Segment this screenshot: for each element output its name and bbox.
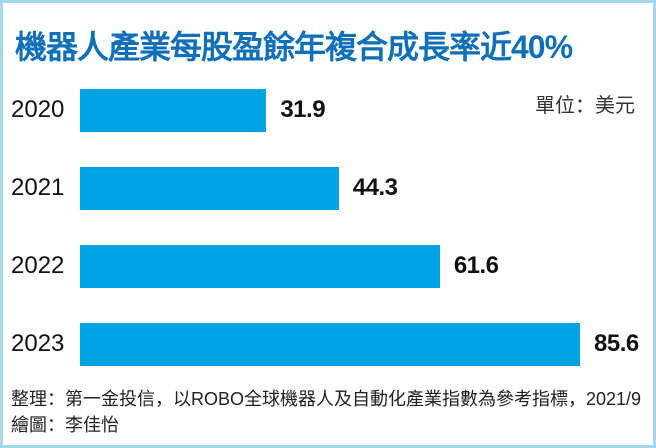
value-label: 61.6 [453,252,499,279]
unit-label: 單位：美元 [535,95,635,117]
bar [80,323,580,366]
category-label: 2020 [11,96,65,123]
bar [80,245,440,288]
source-note: 整理：第一金投信，以ROBO全球機器人及自動化產業指數為參考指標，2021/9 [11,389,642,409]
chart-title: 機器人產業每股盈餘年複合成長率近40% [15,29,573,65]
value-label: 31.9 [280,96,326,123]
bar [80,89,267,132]
credit-note: 繪圖：李佳怡 [11,415,119,435]
category-label: 2021 [11,174,65,201]
bar-row: 2023 85.6 [3,323,656,366]
category-label: 2023 [11,330,65,357]
bar-row: 2022 61.6 [3,245,656,288]
bar [80,167,339,210]
bar-row: 2020 31.9 [3,89,656,132]
bar-row: 2021 44.3 [3,167,656,210]
value-label: 44.3 [352,174,398,201]
category-label: 2022 [11,252,65,279]
value-label: 85.6 [594,330,639,357]
